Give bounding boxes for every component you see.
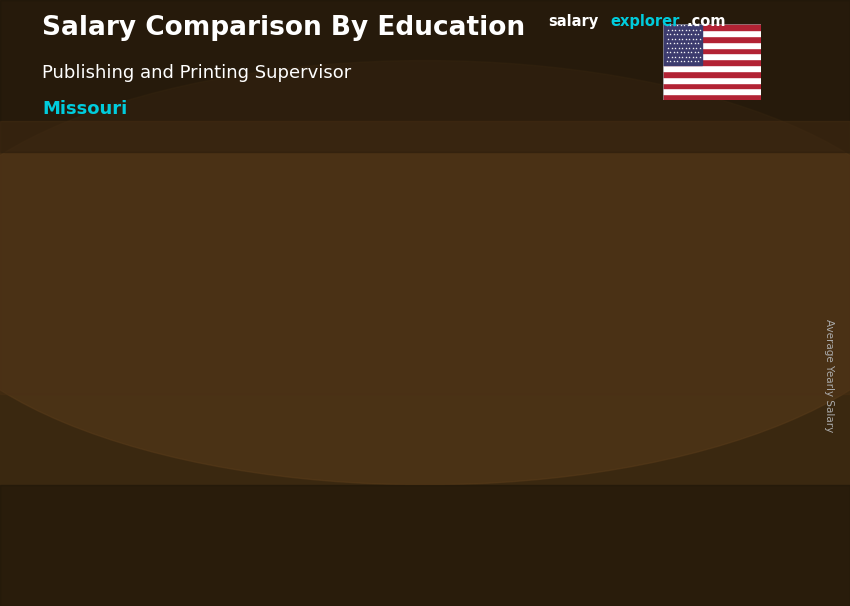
Bar [663, 47, 761, 53]
Bar [663, 65, 761, 71]
Text: Salary Comparison By Education: Salary Comparison By Education [42, 15, 525, 41]
Bar [663, 59, 761, 65]
Bar [133, 408, 195, 558]
Bar [663, 94, 761, 100]
Bar [655, 267, 663, 558]
Bar [663, 30, 761, 36]
Ellipse shape [0, 61, 850, 485]
Bar [0, 0, 850, 152]
Bar [655, 267, 717, 558]
Bar [709, 267, 717, 558]
Bar [482, 317, 542, 558]
Text: 152,000 USD: 152,000 USD [468, 293, 551, 306]
Bar [663, 24, 761, 30]
Bar [187, 408, 195, 558]
Bar [482, 317, 542, 322]
Bar [663, 42, 761, 47]
Bar [663, 24, 702, 65]
Text: salary: salary [548, 14, 598, 29]
Bar [663, 36, 761, 42]
Text: .com: .com [687, 14, 726, 29]
Bar [663, 71, 761, 77]
Bar [133, 408, 141, 558]
Bar [482, 317, 489, 558]
Text: Missouri: Missouri [42, 100, 128, 118]
Bar [308, 387, 368, 390]
Text: 184,000 USD: 184,000 USD [648, 243, 730, 256]
Text: Publishing and Printing Supervisor: Publishing and Printing Supervisor [42, 64, 352, 82]
Text: explorer: explorer [610, 14, 680, 29]
Bar [663, 82, 761, 88]
Bar [0, 121, 850, 394]
Bar [308, 387, 368, 558]
Bar [0, 485, 850, 606]
Bar [663, 77, 761, 82]
Text: 94,400 USD: 94,400 USD [116, 384, 190, 398]
Bar [361, 387, 368, 558]
Text: Average Yearly Salary: Average Yearly Salary [824, 319, 834, 432]
Bar [655, 267, 717, 272]
Bar [663, 88, 761, 94]
Text: 108,000 USD: 108,000 USD [289, 363, 371, 376]
Bar [133, 408, 195, 411]
Bar [663, 53, 761, 59]
Bar [308, 387, 314, 558]
Bar [536, 317, 542, 558]
Text: +21%: +21% [570, 213, 628, 231]
Text: +14%: +14% [222, 312, 280, 330]
Text: +41%: +41% [396, 270, 454, 288]
